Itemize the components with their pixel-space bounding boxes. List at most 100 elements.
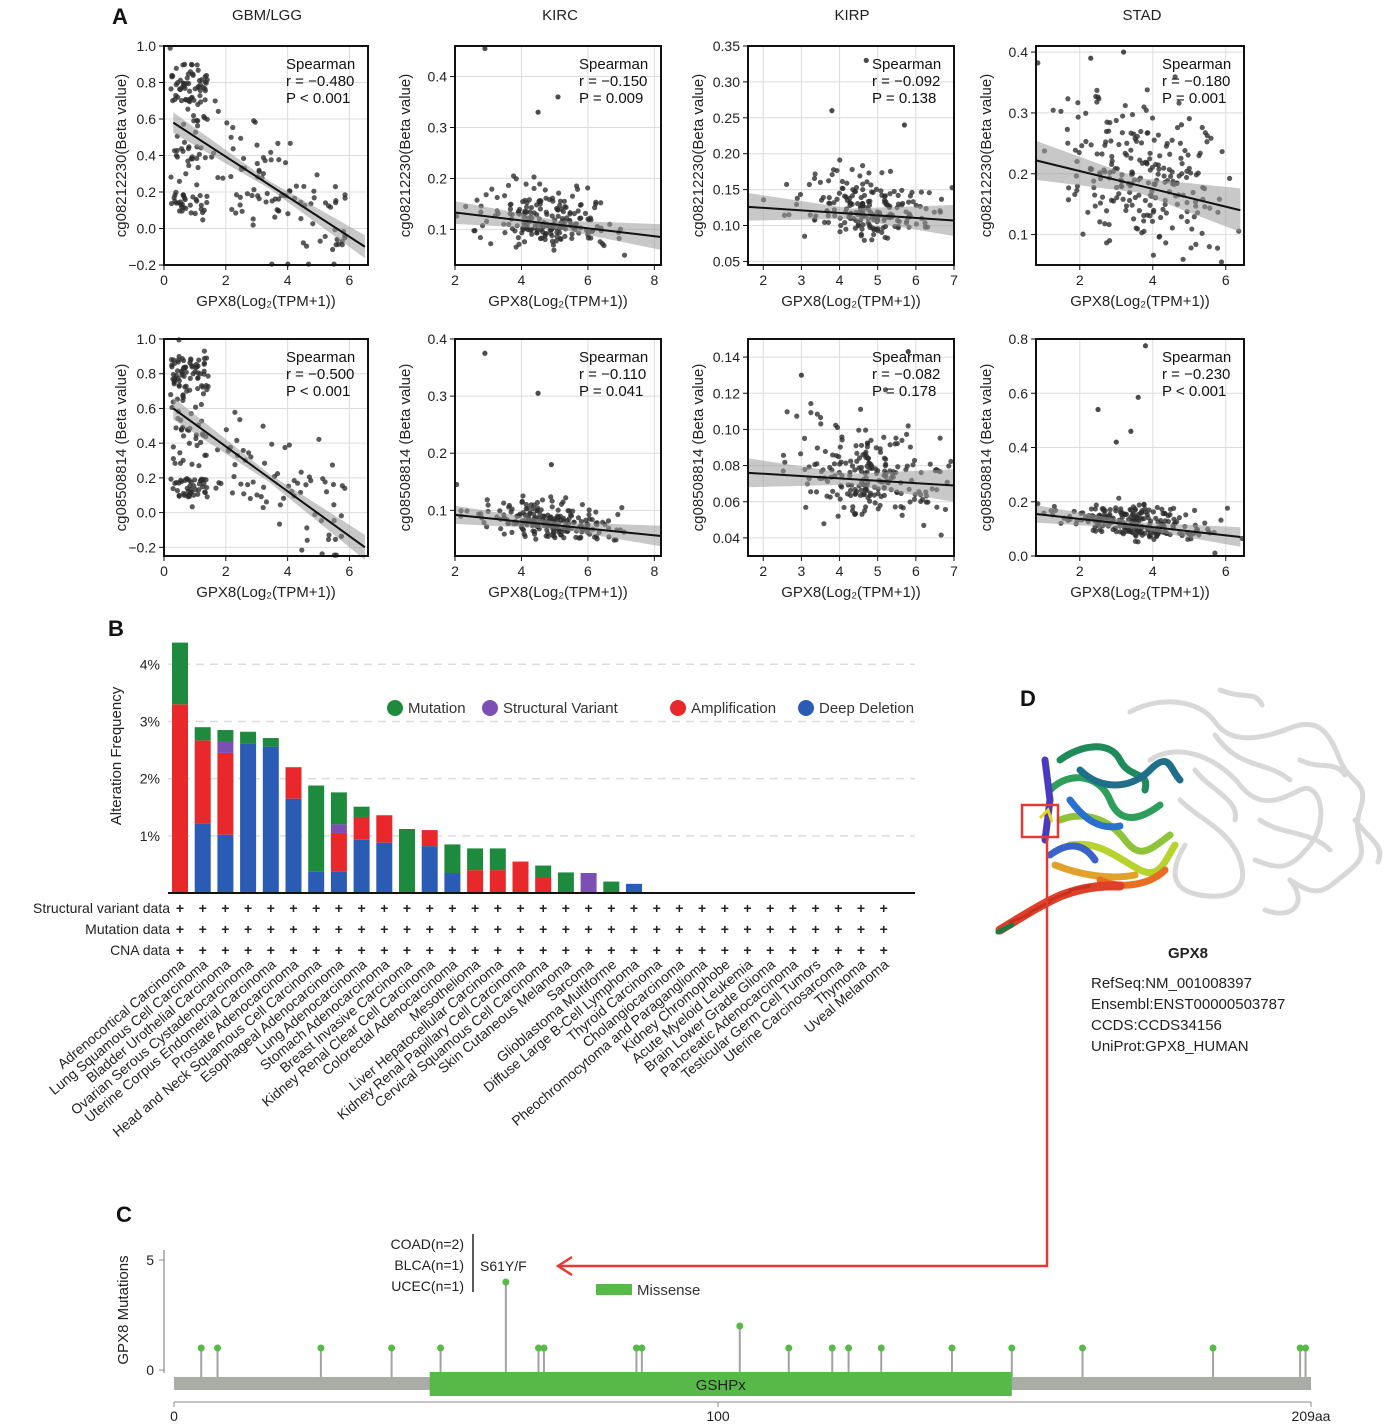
data-point — [189, 504, 195, 510]
data-point — [1218, 259, 1225, 265]
data-point — [1206, 244, 1212, 250]
data-point — [523, 501, 529, 508]
data-point — [866, 460, 872, 466]
x-tick-label: 4 — [518, 563, 526, 579]
data-point — [543, 533, 549, 539]
data-point — [197, 192, 203, 199]
data-point — [1088, 142, 1094, 148]
data-availability-marker: + — [426, 942, 434, 958]
data-point — [907, 193, 914, 199]
data-point — [228, 173, 234, 180]
x-tick-label: 4 — [1149, 563, 1157, 579]
y-tick-label: 0.05 — [713, 253, 740, 269]
data-point — [569, 231, 575, 237]
data-point — [1193, 241, 1199, 247]
data-point — [601, 242, 607, 249]
data-point — [303, 482, 309, 488]
data-availability-marker: + — [834, 900, 842, 916]
data-point — [1204, 139, 1210, 145]
data-point — [1099, 506, 1105, 512]
data-point — [1093, 93, 1099, 100]
data-point — [276, 521, 283, 527]
y-tick-label: 0.30 — [713, 74, 740, 90]
data-point — [1151, 137, 1157, 143]
data-point — [839, 437, 845, 443]
data-point — [1120, 49, 1127, 55]
data-availability-marker: + — [812, 921, 820, 937]
y-tick-label: 0.15 — [713, 182, 740, 198]
data-point — [204, 193, 210, 199]
data-point — [860, 163, 866, 169]
data-point — [1074, 187, 1080, 194]
bar-segment-deep-deletion — [285, 798, 302, 893]
data-point — [237, 202, 243, 208]
data-point — [190, 113, 197, 119]
data-availability-marker: + — [358, 921, 366, 937]
data-point — [298, 469, 304, 475]
data-point — [860, 222, 866, 228]
data-point — [1178, 214, 1184, 220]
data-point — [183, 205, 189, 211]
data-point — [1134, 514, 1140, 520]
data-point — [843, 460, 849, 466]
data-availability-marker: + — [516, 921, 524, 937]
plot-frame — [1035, 45, 1245, 266]
data-point — [316, 436, 322, 442]
data-point — [1118, 506, 1124, 512]
stat-p: P < 0.001 — [1162, 383, 1226, 400]
y-tick-label: 1.0 — [137, 331, 157, 347]
data-point — [808, 400, 814, 407]
x-axis-label: GPX8(Log₂(TPM+1)) — [781, 584, 921, 601]
data-point — [798, 451, 804, 457]
data-point — [233, 210, 239, 216]
data-point — [1144, 87, 1150, 93]
data-point — [1214, 245, 1221, 251]
data-point — [1058, 108, 1064, 114]
data-point — [548, 462, 554, 468]
data-point — [1106, 238, 1113, 244]
data-point — [204, 484, 210, 491]
panel-label-a: A — [112, 4, 128, 29]
x-tick-label: 0 — [170, 1408, 178, 1424]
data-point — [543, 209, 549, 215]
data-point — [198, 401, 204, 408]
data-point — [293, 183, 299, 189]
data-point — [1178, 122, 1185, 128]
x-tick-label: 7 — [950, 563, 958, 579]
legend-swatch — [387, 700, 403, 716]
data-point — [573, 183, 580, 189]
data-point — [186, 162, 192, 169]
data-point — [872, 466, 879, 472]
data-point — [195, 491, 201, 497]
data-availability-marker: + — [743, 921, 751, 937]
data-point — [546, 516, 552, 522]
data-point — [1185, 152, 1191, 158]
missense-legend-label: Missense — [637, 1282, 700, 1299]
data-point — [201, 361, 207, 367]
bar-segment-mutation — [172, 642, 188, 705]
data-point — [1218, 517, 1224, 523]
data-point — [203, 72, 210, 79]
data-point — [875, 506, 881, 512]
data-point — [834, 492, 840, 498]
data-point — [196, 487, 202, 493]
data-point — [287, 140, 293, 146]
data-point — [1113, 439, 1119, 445]
data-point — [195, 375, 201, 381]
bar-segment-deep-deletion — [376, 842, 393, 893]
fit-line — [172, 407, 366, 549]
data-point — [938, 532, 944, 538]
data-point — [181, 492, 187, 498]
data-point — [285, 211, 291, 217]
x-tick-label: 2 — [759, 563, 767, 579]
data-point — [860, 186, 866, 193]
data-point — [263, 199, 269, 205]
data-availability-marker: + — [789, 900, 797, 916]
data-point — [506, 502, 513, 509]
lollipop-head — [1302, 1344, 1310, 1352]
data-point — [550, 198, 556, 204]
data-point — [329, 462, 336, 468]
data-point — [921, 522, 927, 528]
data-point — [1176, 515, 1182, 521]
data-point — [260, 504, 266, 511]
